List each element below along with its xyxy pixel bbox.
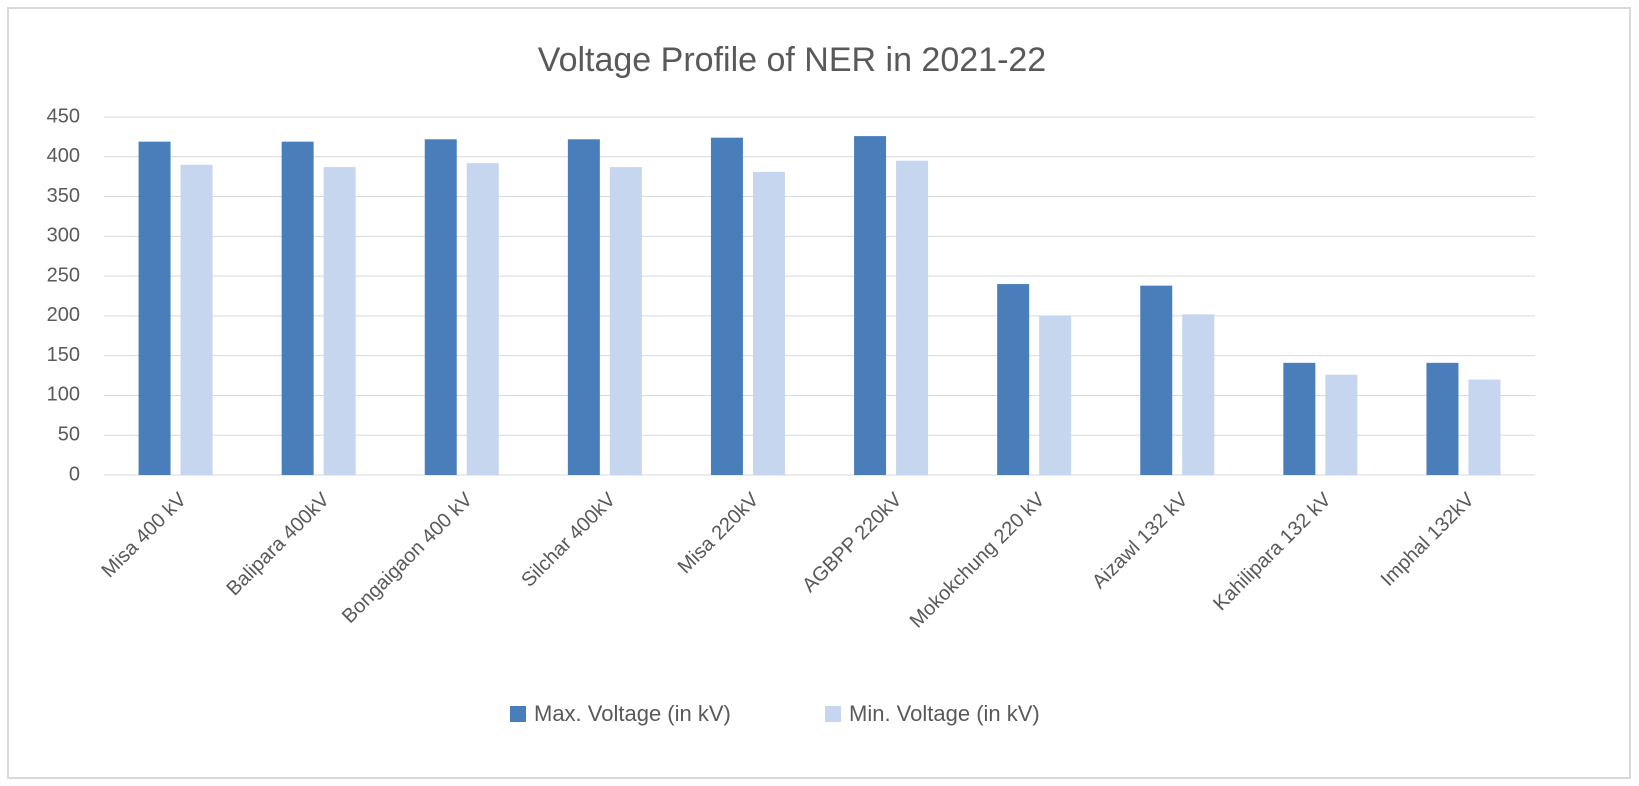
- bar: [896, 160, 929, 475]
- y-tick-label: 50: [58, 424, 80, 446]
- bar: [424, 139, 457, 475]
- chart-title: Voltage Profile of NER in 2021-22: [538, 41, 1046, 79]
- bar: [1039, 315, 1072, 475]
- bar: [1468, 379, 1501, 475]
- legend-label: Max. Voltage (in kV): [534, 701, 731, 726]
- bar: [1426, 362, 1459, 475]
- legend-label: Min. Voltage (in kV): [849, 701, 1040, 726]
- y-tick-label: 150: [47, 344, 80, 366]
- y-tick-label: 200: [47, 304, 80, 326]
- chart-border: [7, 7, 1631, 779]
- bar: [752, 171, 785, 476]
- bar: [567, 139, 600, 475]
- y-tick-label: 300: [47, 225, 80, 247]
- legend-swatch: [825, 706, 841, 722]
- y-tick-label: 100: [47, 384, 80, 406]
- bar: [180, 164, 213, 475]
- y-tick-label: 0: [69, 463, 80, 485]
- bar: [138, 141, 171, 475]
- bar: [997, 284, 1030, 475]
- bar: [281, 141, 314, 475]
- bar: [1283, 362, 1316, 475]
- bar: [710, 137, 743, 475]
- bar: [1182, 314, 1215, 475]
- bar: [466, 163, 499, 476]
- bar: [854, 136, 887, 476]
- y-tick-label: 400: [47, 145, 80, 167]
- bar: [609, 167, 642, 475]
- bar: [1325, 374, 1358, 475]
- bar: [323, 167, 356, 475]
- y-tick-label: 350: [47, 185, 80, 207]
- bar: [1140, 285, 1173, 475]
- y-tick-label: 450: [47, 105, 80, 127]
- y-tick-label: 250: [47, 264, 80, 286]
- legend-swatch: [510, 706, 526, 722]
